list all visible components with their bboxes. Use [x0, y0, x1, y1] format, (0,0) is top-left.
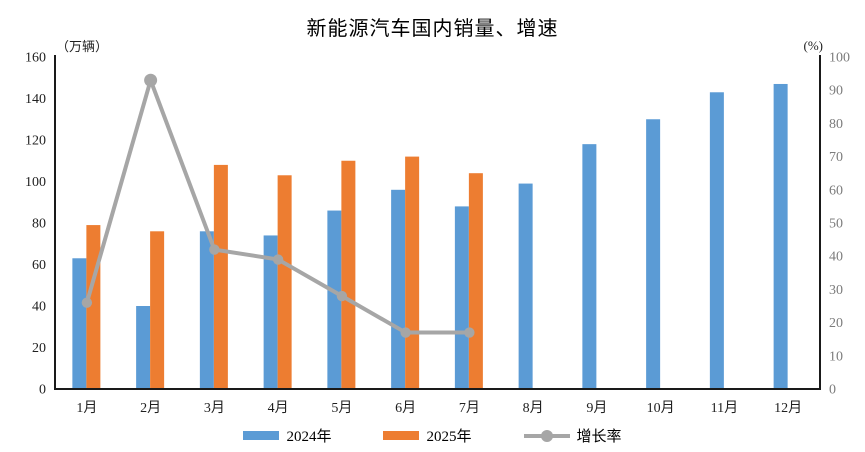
right-axis-tick-label: 90 [829, 84, 843, 99]
right-axis-tick-label: 70 [829, 150, 843, 165]
right-axis-tick-label: 30 [829, 283, 843, 298]
right-axis-tick-label: 80 [829, 117, 843, 132]
legend-label-growth-rate: 增长率 [576, 429, 622, 445]
bar-2024年-10月 [646, 119, 661, 389]
left-axis-tick-label: 80 [32, 217, 46, 232]
bar-2025年-2月 [150, 231, 165, 389]
legend-swatch-2024 [243, 431, 280, 440]
left-axis-tick-label: 60 [32, 258, 46, 273]
x-axis-tick-label: 1月 [76, 400, 97, 416]
bar-2024年-2月 [136, 306, 151, 389]
left-axis-tick-label: 20 [32, 341, 46, 356]
left-axis-tick-label: 0 [39, 383, 46, 398]
chart-title: 新能源汽车国内销量、增速 [306, 18, 559, 40]
right-axis-unit-label: (%) [803, 38, 824, 53]
legend: 2024年 2025年 增长率 [0, 425, 865, 446]
right-axis-tick-label: 100 [829, 51, 850, 66]
bar-2024年-11月 [709, 92, 724, 390]
legend-item-2024: 2024年 [243, 425, 331, 446]
x-axis-tick-label: 5月 [331, 400, 352, 416]
growth-rate-marker-7月 [464, 327, 475, 338]
growth-rate-marker-4月 [272, 254, 284, 265]
legend-line-marker-icon [523, 429, 570, 442]
bar-2025年-3月 [213, 164, 228, 389]
growth-rate-marker-3月 [209, 244, 220, 255]
bar-2024年-6月 [391, 189, 406, 389]
bar-2025年-6月 [405, 156, 420, 389]
x-axis-tick-label: 12月 [774, 400, 802, 416]
legend-label-2025: 2025年 [426, 429, 472, 445]
legend-item-2025: 2025年 [383, 425, 472, 446]
x-axis-tick-label: 10月 [647, 400, 675, 416]
bar-2024年-4月 [263, 235, 278, 389]
growth-rate-marker-2月 [144, 73, 158, 87]
x-axis-tick-label: 8月 [523, 400, 544, 416]
bar-2024年-8月 [518, 183, 533, 389]
x-axis-tick-label: 4月 [268, 400, 289, 416]
x-axis-tick-label: 9月 [586, 400, 607, 416]
left-axis-tick-label: 100 [25, 175, 46, 190]
x-axis-tick-label: 2月 [140, 400, 161, 416]
bar-2025年-7月 [468, 173, 483, 389]
legend-line-dot [540, 429, 553, 442]
growth-rate-marker-5月 [336, 290, 348, 302]
x-axis-tick-label: 11月 [711, 400, 738, 416]
right-axis-tick-label: 40 [829, 250, 843, 265]
legend-swatch-2025 [383, 431, 420, 440]
x-axis-tick-label: 3月 [204, 400, 225, 416]
bar-2024年-5月 [327, 210, 342, 389]
growth-rate-marker-6月 [400, 327, 411, 338]
right-axis-tick-label: 60 [829, 183, 843, 198]
bar-2024年-7月 [454, 206, 469, 389]
right-axis-tick-label: 10 [829, 349, 843, 364]
right-axis-tick-label: 20 [829, 316, 843, 331]
left-axis-tick-label: 40 [32, 300, 46, 315]
left-axis-tick-label: 160 [25, 51, 46, 66]
legend-label-2024: 2024年 [286, 429, 332, 445]
bar-2024年-1月 [72, 258, 87, 389]
bar-2024年-3月 [199, 231, 214, 389]
left-axis-tick-label: 120 [25, 134, 46, 149]
growth-rate-marker-1月 [81, 297, 93, 308]
x-axis-tick-label: 6月 [395, 400, 416, 416]
left-axis-unit-label: （万辆） [56, 39, 109, 54]
bar-2025年-5月 [341, 160, 356, 389]
right-axis-tick-label: 50 [829, 217, 843, 232]
left-axis-tick-label: 140 [25, 92, 46, 107]
bar-2025年-4月 [277, 175, 292, 389]
right-axis-tick-label: 0 [829, 383, 836, 398]
bar-2024年-12月 [773, 83, 788, 389]
x-axis-tick-label: 7月 [459, 400, 480, 416]
bar-2024年-9月 [582, 144, 597, 389]
legend-item-growth-rate: 增长率 [523, 425, 622, 446]
